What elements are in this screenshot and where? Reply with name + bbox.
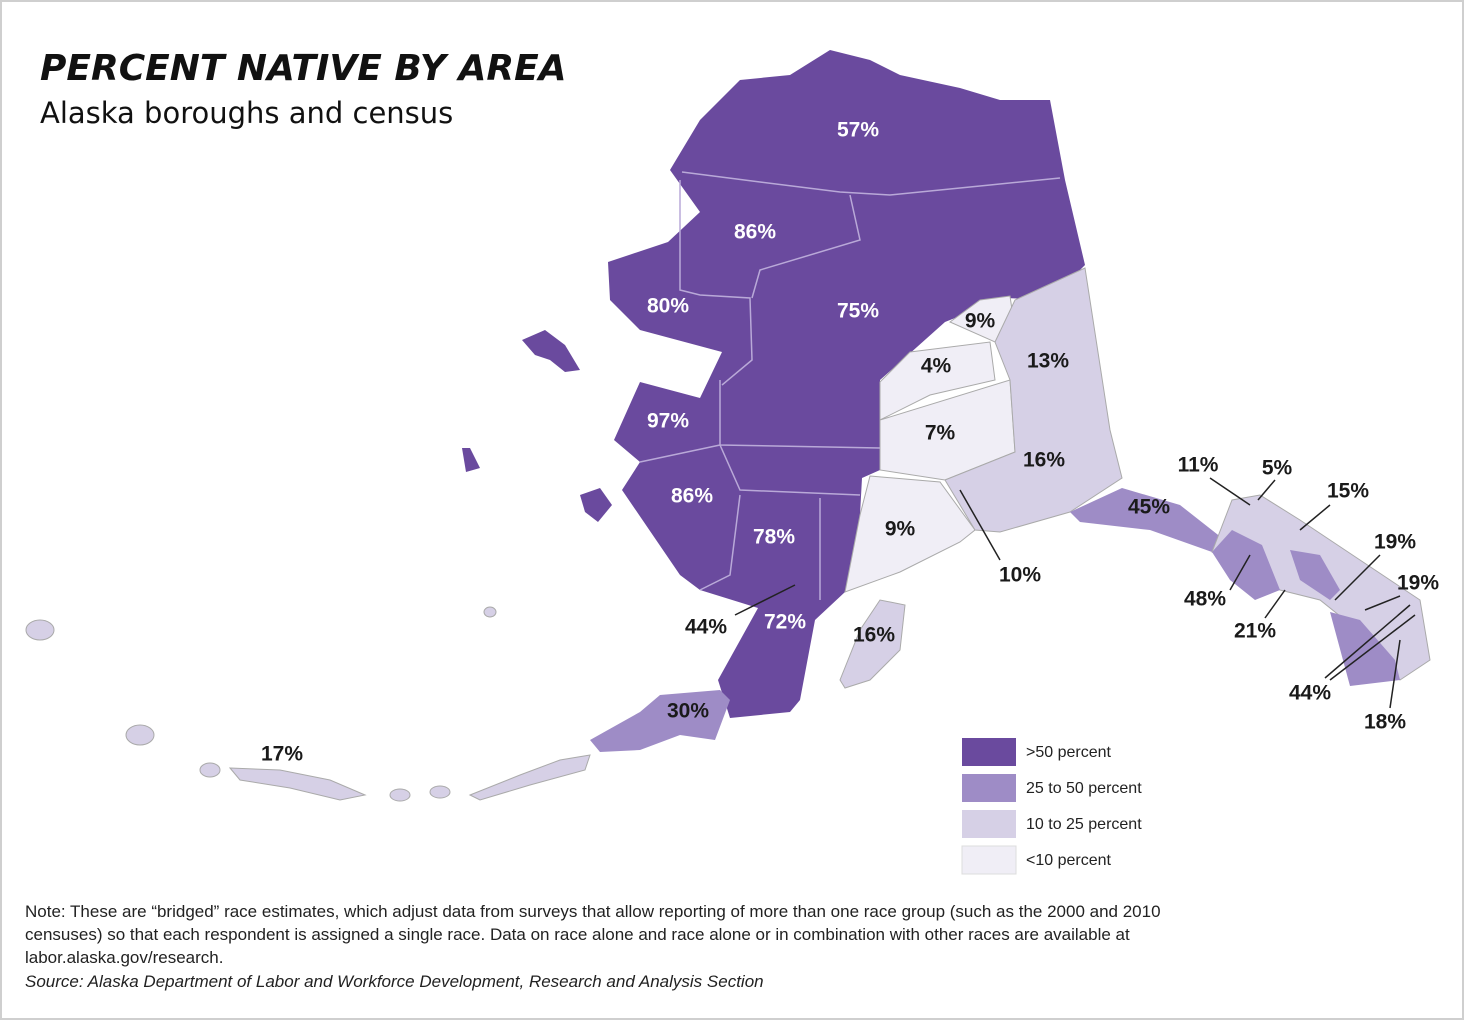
legend-swatch xyxy=(962,810,1016,838)
legend-label: >50 percent xyxy=(1026,744,1112,761)
leader-line xyxy=(1334,554,1381,601)
region-label: 44% xyxy=(685,616,727,639)
legend-label: 10 to 25 percent xyxy=(1026,816,1142,833)
region-label: 72% xyxy=(764,611,806,634)
footnote: Note: These are “bridged” race estimates… xyxy=(25,902,1161,991)
region-label: 75% xyxy=(837,300,879,323)
leader-line xyxy=(1257,479,1276,501)
region-label: 45% xyxy=(1128,496,1170,519)
region-25-50 xyxy=(1070,488,1222,552)
leader-line xyxy=(1324,604,1411,679)
region-label: 16% xyxy=(853,624,895,647)
note-line: labor.alaska.gov/research. xyxy=(25,948,223,967)
island xyxy=(839,599,906,689)
island xyxy=(389,788,411,802)
leader-line xyxy=(734,584,796,616)
region-label: 78% xyxy=(753,526,795,549)
island xyxy=(468,754,591,801)
island xyxy=(580,488,612,522)
island xyxy=(228,767,367,801)
leader-line xyxy=(1299,504,1331,531)
island xyxy=(522,330,580,372)
region-label: 86% xyxy=(671,485,713,508)
island xyxy=(199,762,221,778)
boundary xyxy=(751,194,861,299)
source: Source: Alaska Department of Labor and W… xyxy=(25,972,764,991)
region-label: 9% xyxy=(965,310,996,333)
region-10-25 xyxy=(944,267,1123,533)
region-label: 13% xyxy=(1027,350,1069,373)
leaders xyxy=(734,477,1416,709)
region-25-50 xyxy=(1212,530,1280,600)
boundary xyxy=(679,180,753,386)
region-label: 10% xyxy=(999,564,1041,587)
region-label: 16% xyxy=(1023,449,1065,472)
legend-label: 25 to 50 percent xyxy=(1026,780,1142,797)
region-label: 86% xyxy=(734,221,776,244)
boundary xyxy=(639,444,861,496)
island xyxy=(483,606,497,618)
leader-line xyxy=(1364,595,1401,611)
legend-label: <10 percent xyxy=(1026,852,1112,869)
region-label: 5% xyxy=(1262,457,1293,480)
leader-line xyxy=(959,489,1001,561)
region-label: 19% xyxy=(1397,572,1439,595)
legend-swatch xyxy=(961,845,1017,875)
region-label: 19% xyxy=(1374,531,1416,554)
leader-line xyxy=(1389,639,1401,709)
region-label: 7% xyxy=(925,422,956,445)
region-label: 44% xyxy=(1289,682,1331,705)
legend-swatch xyxy=(962,774,1016,802)
region-25-50 xyxy=(1290,550,1340,600)
note-line: Note: These are “bridged” race estimates… xyxy=(25,902,1161,921)
region-label: 57% xyxy=(837,119,879,142)
boundary xyxy=(681,171,1061,196)
region-25-50 xyxy=(590,690,730,752)
island xyxy=(429,785,451,799)
leader-line xyxy=(1264,589,1286,619)
region-majority xyxy=(608,50,1085,718)
subtitle: Alaska boroughs and census xyxy=(40,96,453,130)
region-label: 18% xyxy=(1364,711,1406,734)
island xyxy=(25,619,55,641)
region-label: 30% xyxy=(667,700,709,723)
region-label: 97% xyxy=(647,410,689,433)
island xyxy=(462,448,480,472)
region-label: 9% xyxy=(885,518,916,541)
region-label: 4% xyxy=(921,355,952,378)
region-label: 80% xyxy=(647,295,689,318)
boundary xyxy=(699,494,741,591)
region-labels: 57% 86% 80% 75% 9% 4% 13% 97% 7% 16% 86%… xyxy=(261,119,1439,766)
title: PERCENT NATIVE BY AREA xyxy=(40,48,567,89)
note-line: censuses) so that each respondent is ass… xyxy=(25,925,1130,944)
leader-line xyxy=(1229,554,1251,591)
region-label: 48% xyxy=(1184,588,1226,611)
island xyxy=(125,724,155,746)
region-under-10 xyxy=(844,475,976,593)
leader-line xyxy=(1329,614,1416,681)
leader-line xyxy=(1209,477,1251,506)
legend: >50 percent 25 to 50 percent 10 to 25 pe… xyxy=(961,738,1142,875)
region-label: 21% xyxy=(1234,620,1276,643)
region-label: 15% xyxy=(1327,480,1369,503)
region-label: 17% xyxy=(261,743,303,766)
region-label: 11% xyxy=(1178,454,1219,477)
legend-swatch xyxy=(962,738,1016,766)
